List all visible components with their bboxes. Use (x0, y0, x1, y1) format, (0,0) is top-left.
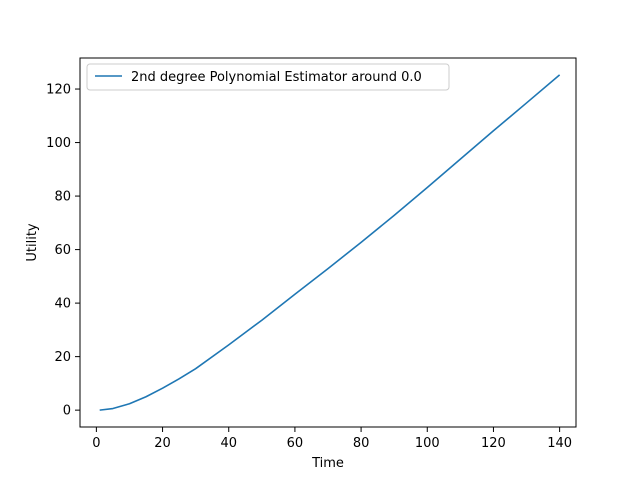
legend-entry-series-1: 2nd degree Polynomial Estimator around 0… (131, 70, 422, 85)
x-tick-label: 0 (92, 436, 100, 451)
legend-box (86, 63, 450, 91)
y-tick-label: 60 (54, 243, 71, 258)
x-tick-label: 40 (220, 436, 237, 451)
y-tick-label: 20 (54, 350, 71, 365)
x-tick-label: 20 (154, 436, 171, 451)
y-tick-label: 120 (46, 83, 71, 98)
y-tick-label: 80 (54, 190, 71, 205)
y-axis-label: Utility (25, 223, 40, 262)
legend: 2nd degree Polynomial Estimator around 0… (86, 63, 450, 91)
series-line-1 (99, 74, 561, 411)
x-tick-label: 120 (481, 436, 506, 451)
y-tick-label: 0 (63, 404, 71, 419)
x-tick-label: 60 (287, 436, 304, 451)
x-axis-ticks: 0 20 40 60 80 100 120 140 (92, 427, 572, 451)
x-axis-label: Time (311, 456, 344, 471)
x-tick-label: 80 (353, 436, 370, 451)
axes-frame (79, 57, 577, 428)
plot-area (99, 74, 561, 411)
x-tick-label: 140 (547, 436, 572, 451)
y-tick-label: 100 (46, 136, 71, 151)
y-tick-label: 40 (54, 297, 71, 312)
x-tick-label: 100 (415, 436, 440, 451)
y-axis-ticks: 0 20 40 60 80 100 120 (46, 83, 80, 419)
